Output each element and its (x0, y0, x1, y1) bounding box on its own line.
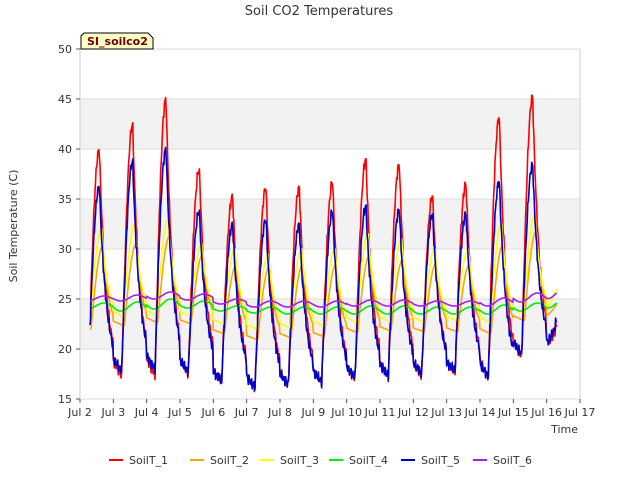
y-tick-label: 30 (58, 243, 72, 256)
x-tick-label: Jul 10 (330, 406, 362, 419)
series-line-soilt_6 (89, 291, 558, 308)
series-line-soilt_5 (89, 146, 558, 392)
legend-label: SoilT_3 (280, 454, 319, 467)
background-band (80, 299, 580, 349)
y-axis-title: Soil Temperature (C) (7, 170, 20, 283)
y-tick-label: 45 (58, 93, 72, 106)
x-tick-label: Jul 7 (234, 406, 259, 419)
series-lines (89, 94, 558, 393)
station-label-frame (80, 32, 154, 50)
y-tick-label: 15 (58, 393, 72, 406)
legend-label: SoilT_5 (421, 454, 460, 467)
legend-label: SoilT_4 (349, 454, 388, 467)
legend: SoilT_1 SoilT_2 SoilT_3 SoilT_4 SoilT_5 SoilT… (109, 454, 532, 467)
chart-title: Soil CO2 Temperatures (245, 4, 394, 19)
legend-label: SoilT_6 (493, 454, 532, 467)
y-tick-label: 25 (58, 293, 72, 306)
series-line-soilt_4 (89, 298, 558, 315)
x-tick-label: Jul 13 (430, 406, 462, 419)
x-tick-label: Jul 6 (200, 406, 225, 419)
x-tick-label: Jul 9 (300, 406, 325, 419)
x-tick-label: Jul 11 (364, 406, 396, 419)
legend-label: SoilT_1 (129, 454, 168, 467)
y-tick-label: 50 (58, 43, 72, 56)
station-label-box: SI_soilco2 (80, 32, 154, 50)
x-tick-label: Jul 12 (397, 406, 429, 419)
x-tick-label: Jul 5 (167, 406, 192, 419)
y-tick-label: 40 (58, 143, 72, 156)
x-tick-label: Jul 16 (530, 406, 562, 419)
x-axis-title: Time (550, 423, 578, 436)
x-axis-ticks: Jul 2 Jul 3 Jul 4 Jul 5 Jul 6 Jul 7 Jul 8 Jul 9… (67, 399, 595, 419)
legend-label: SoilT_2 (210, 454, 249, 467)
x-tick-label: Jul 15 (497, 406, 529, 419)
grid-lines (80, 48, 580, 400)
x-tick-label: Jul 3 (100, 406, 125, 419)
x-tick-label: Jul 14 (464, 406, 496, 419)
station-label: SI_soilco2 (87, 35, 148, 48)
x-tick-label: Jul 17 (564, 406, 596, 419)
x-tick-label: Jul 2 (67, 406, 92, 419)
background-band (80, 99, 580, 149)
y-tick-label: 35 (58, 193, 72, 206)
x-tick-label: Jul 8 (267, 406, 292, 419)
y-axis-ticks: 15 20 25 30 35 40 45 50 (58, 43, 80, 406)
x-tick-label: Jul 4 (134, 406, 159, 419)
y-tick-label: 20 (58, 343, 72, 356)
